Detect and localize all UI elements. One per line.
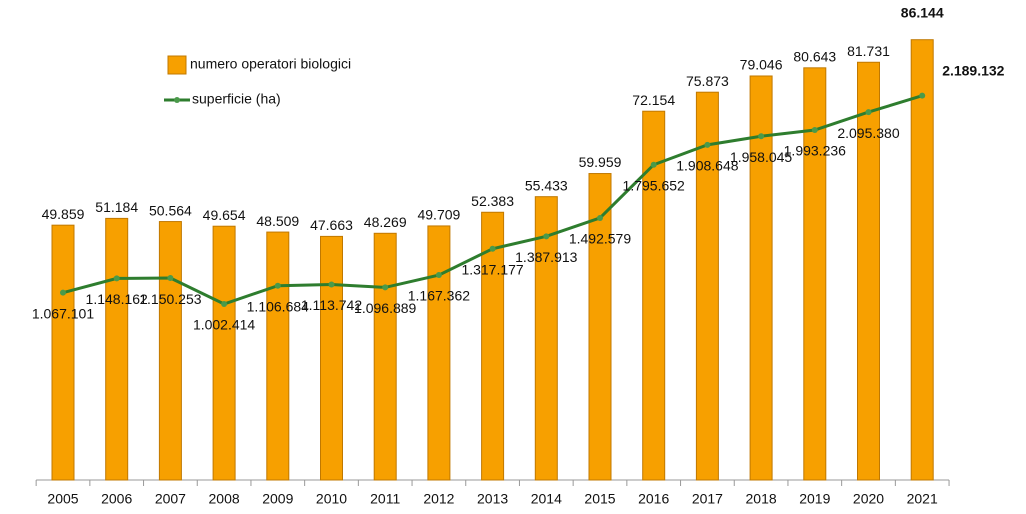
x-tick-label: 2010: [316, 491, 347, 507]
bar-value-label: 49.859: [42, 206, 85, 222]
line-value-label: 1.106.684: [247, 298, 309, 314]
line-value-label: 1.492.579: [569, 231, 631, 247]
line-value-label: 1.150.253: [139, 291, 201, 307]
bar: [588, 173, 612, 481]
line-value-label: 2.095.380: [837, 125, 899, 141]
bar: [749, 75, 773, 481]
bar: [534, 196, 558, 481]
bar-value-label: 52.383: [471, 193, 514, 209]
bar-value-label: 48.509: [256, 213, 299, 229]
line-marker: [221, 301, 228, 308]
line-value-label: 1.148.162: [86, 291, 148, 307]
line-value-label: 1.067.101: [32, 305, 94, 321]
bar-value-label: 49.654: [203, 207, 246, 223]
bar: [857, 61, 880, 481]
line-value-label: 1.958.045: [730, 149, 792, 165]
line-marker: [543, 233, 550, 240]
bar-value-label: 55.433: [525, 177, 568, 193]
bar: [910, 39, 934, 481]
bar: [266, 231, 290, 481]
bar: [212, 225, 236, 481]
bar-value-label: 48.269: [364, 214, 407, 230]
x-tick-label: 2011: [370, 491, 400, 507]
line-marker: [758, 133, 765, 140]
line-marker: [489, 245, 496, 252]
x-tick-label: 2005: [47, 491, 78, 507]
line-value-label: 1.167.362: [408, 288, 470, 304]
x-tick-label: 2017: [692, 491, 723, 507]
x-tick-label: 2006: [101, 491, 132, 507]
bar-value-label: 80.643: [793, 49, 836, 65]
x-tick-label: 2016: [638, 491, 669, 507]
line-value-label: 1.096.889: [354, 300, 416, 316]
line-marker: [435, 272, 442, 279]
line-marker: [113, 275, 120, 282]
line-value-label: 1.317.177: [461, 261, 523, 277]
x-tick-label: 2014: [531, 491, 562, 507]
line-marker: [382, 284, 389, 291]
legend-label: numero operatori biologici: [190, 56, 351, 72]
bar-value-label: 72.154: [632, 92, 675, 108]
line-marker: [650, 161, 657, 168]
line-marker: [167, 275, 174, 282]
bar: [158, 221, 182, 481]
bar-value-label: 79.046: [740, 57, 783, 73]
line-marker: [811, 127, 818, 134]
x-tick-label: 2007: [155, 491, 186, 507]
x-tick-label: 2008: [209, 491, 240, 507]
line-marker: [597, 214, 603, 221]
bar-value-label: 81.731: [847, 43, 890, 59]
bar: [695, 91, 719, 481]
x-tick-label: 2012: [423, 491, 454, 507]
bar-value-label: 86.144: [901, 5, 944, 21]
legend-swatch: [167, 55, 187, 75]
line-value-label: 1.908.648: [676, 158, 738, 174]
line-value-label: 1.387.913: [515, 249, 577, 265]
bar-value-label: 47.663: [310, 217, 353, 233]
line-marker: [328, 281, 335, 288]
line-value-label: 2.189.132: [942, 62, 1004, 78]
line-marker: [274, 282, 281, 289]
x-tick-label: 2021: [907, 491, 938, 507]
line-value-label: 1.993.236: [784, 143, 846, 159]
x-tick-label: 2018: [746, 491, 777, 507]
bar: [803, 67, 827, 481]
bar: [427, 225, 451, 481]
bar-value-label: 59.959: [579, 154, 622, 170]
bar: [373, 232, 397, 481]
bar: [320, 235, 343, 481]
x-tick-label: 2020: [853, 491, 884, 507]
x-tick-label: 2015: [584, 491, 615, 507]
line-value-label: 1.002.414: [193, 317, 255, 333]
line-marker: [60, 289, 66, 296]
bar: [105, 217, 129, 481]
legend-marker: [174, 97, 180, 103]
x-tick-label: 2009: [262, 491, 293, 507]
legend-label: superficie (ha): [192, 91, 281, 107]
line-marker: [704, 141, 711, 148]
line-value-label: 1.795.652: [623, 177, 685, 193]
bar-value-label: 50.564: [149, 202, 192, 218]
bar: [481, 211, 505, 481]
bar: [51, 224, 75, 481]
x-tick-label: 2013: [477, 491, 508, 507]
bar-value-label: 49.709: [417, 207, 460, 223]
bar-value-label: 51.184: [95, 199, 138, 215]
line-marker: [865, 109, 872, 116]
line-value-label: 1.113.742: [301, 297, 362, 313]
x-tick-label: 2019: [799, 491, 830, 507]
bar-value-label: 75.873: [686, 73, 729, 89]
line-marker: [919, 92, 926, 99]
bar: [642, 110, 666, 481]
